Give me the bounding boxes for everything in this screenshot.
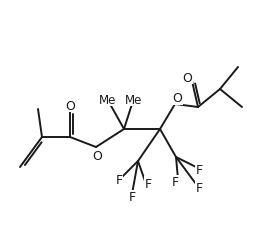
Text: O: O: [92, 149, 102, 162]
Text: F: F: [115, 173, 123, 186]
Text: F: F: [195, 163, 202, 176]
Text: F: F: [145, 177, 152, 190]
Text: O: O: [182, 71, 192, 84]
Text: F: F: [129, 191, 136, 204]
Text: O: O: [172, 92, 182, 105]
Text: Me: Me: [99, 93, 117, 106]
Text: F: F: [171, 176, 179, 189]
Text: O: O: [65, 99, 75, 112]
Text: Me: Me: [125, 93, 143, 106]
Text: F: F: [195, 181, 202, 194]
